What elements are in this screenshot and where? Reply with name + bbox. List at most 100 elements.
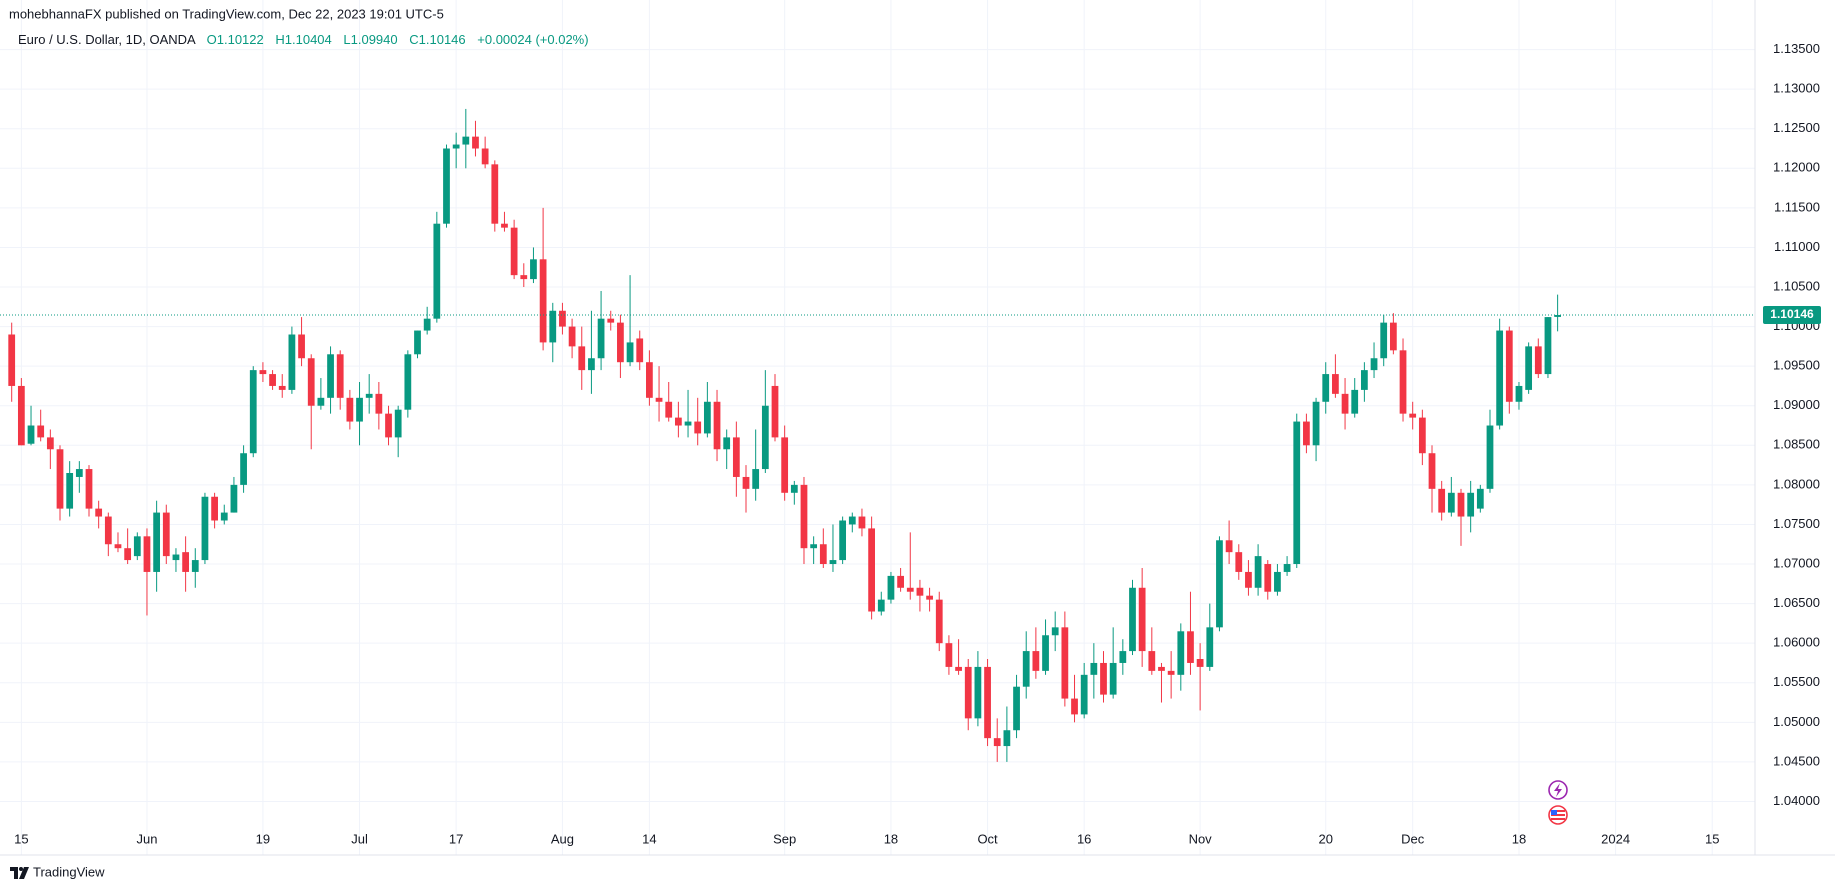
candle-body: [1225, 540, 1233, 553]
grid: [0, 0, 1755, 855]
candle-body: [742, 476, 750, 489]
candle-body: [66, 473, 74, 509]
candle-body: [1370, 358, 1378, 371]
last-price-label: 1.10146: [1770, 307, 1814, 321]
candle-body: [385, 413, 392, 438]
candle-body: [1167, 670, 1175, 675]
change-value: +0.00024 (+0.02%): [477, 32, 588, 47]
candle-body: [530, 259, 537, 280]
candle-body: [839, 520, 847, 561]
candle-body: [114, 544, 122, 549]
candle-body: [1515, 385, 1523, 402]
candle-body: [790, 484, 798, 493]
candle-body: [588, 358, 595, 371]
candle-body: [752, 469, 760, 489]
x-tick-label: 17: [449, 831, 463, 846]
candle-body: [617, 322, 624, 363]
candle-body: [1051, 627, 1059, 636]
candle-body: [220, 512, 228, 521]
candle-body: [452, 144, 460, 149]
candle-body: [1042, 635, 1049, 671]
y-tick-label: 1.06500: [1773, 595, 1820, 610]
x-tick-label: 14: [642, 831, 656, 846]
candle-body: [8, 334, 16, 386]
candle-body: [104, 516, 112, 545]
candle-body: [510, 227, 518, 276]
candle-body: [897, 575, 904, 588]
x-tick-label: 16: [1077, 831, 1091, 846]
candle-body: [317, 397, 325, 406]
candle-body: [1109, 662, 1117, 695]
brand-logo-slash: [19, 867, 29, 879]
flag-stripe: [1551, 812, 1565, 814]
candle-body: [1264, 564, 1272, 592]
candle-body: [404, 354, 412, 410]
candle-body: [249, 370, 257, 454]
high-value: H1.10404: [275, 32, 331, 47]
candle-body: [1360, 370, 1368, 390]
flag-stripe: [1551, 816, 1565, 818]
candle-body: [674, 417, 682, 426]
candle-body: [124, 548, 132, 561]
candle-body: [578, 346, 586, 371]
candle-body: [462, 136, 470, 145]
candle-body: [423, 318, 431, 331]
y-tick-label: 1.10500: [1773, 278, 1820, 293]
y-tick-label: 1.08000: [1773, 476, 1820, 491]
candle-body: [964, 666, 972, 719]
candle-body: [394, 409, 402, 438]
candle-body: [1032, 651, 1040, 671]
x-tick-label: 20: [1318, 831, 1332, 846]
candle-body: [906, 587, 914, 592]
brand-name: TradingView: [33, 864, 105, 879]
candle-body: [887, 575, 895, 600]
x-tick-label: Aug: [551, 831, 574, 846]
candle-body: [607, 318, 615, 323]
candle-body: [182, 552, 189, 572]
candle-body: [1071, 698, 1078, 715]
candle-body: [848, 516, 856, 525]
candle-body: [56, 449, 64, 509]
candle-body: [1380, 322, 1388, 359]
candle-body: [1476, 488, 1484, 509]
candle-body: [665, 401, 673, 418]
candle-body: [327, 354, 334, 398]
candle-body: [819, 544, 827, 565]
candle-body: [27, 425, 35, 444]
candle-body: [95, 508, 103, 517]
x-tick-label: 18: [1512, 831, 1526, 846]
candle-body: [240, 453, 247, 485]
close-value: C1.10146: [409, 32, 465, 47]
y-tick-label: 1.06000: [1773, 635, 1820, 650]
flag-glyph: [1551, 810, 1565, 820]
candle-body: [1496, 330, 1504, 426]
y-tick-label: 1.11000: [1774, 239, 1820, 254]
x-tick-label: 18: [884, 831, 898, 846]
y-tick-label: 1.04000: [1773, 793, 1820, 808]
candle-body: [626, 342, 634, 363]
candle-body: [984, 666, 991, 739]
y-tick-label: 1.13500: [1773, 41, 1820, 56]
candle-body: [655, 397, 663, 402]
candle-body: [539, 259, 547, 343]
candle-body: [520, 275, 528, 280]
x-tick-label: Sep: [773, 831, 796, 846]
candle-body: [597, 318, 605, 359]
candle-body: [713, 401, 721, 450]
candle-body: [1303, 421, 1310, 446]
lightning-glyph: [1554, 783, 1562, 797]
published-line: mohebhannaFX published on TradingView.co…: [9, 6, 444, 21]
last-price-tag: [1763, 306, 1821, 325]
candle-body: [443, 148, 450, 224]
candle-body: [723, 437, 731, 450]
candle-body: [278, 385, 286, 390]
event-icons: [1548, 780, 1568, 825]
candle-body: [259, 370, 267, 375]
candle-body: [1293, 421, 1301, 565]
candle-body: [201, 496, 209, 561]
x-tick-label: 2024: [1601, 831, 1630, 846]
candle-body: [1061, 627, 1069, 699]
candle-body: [1409, 413, 1417, 418]
candle-body: [1187, 631, 1194, 663]
